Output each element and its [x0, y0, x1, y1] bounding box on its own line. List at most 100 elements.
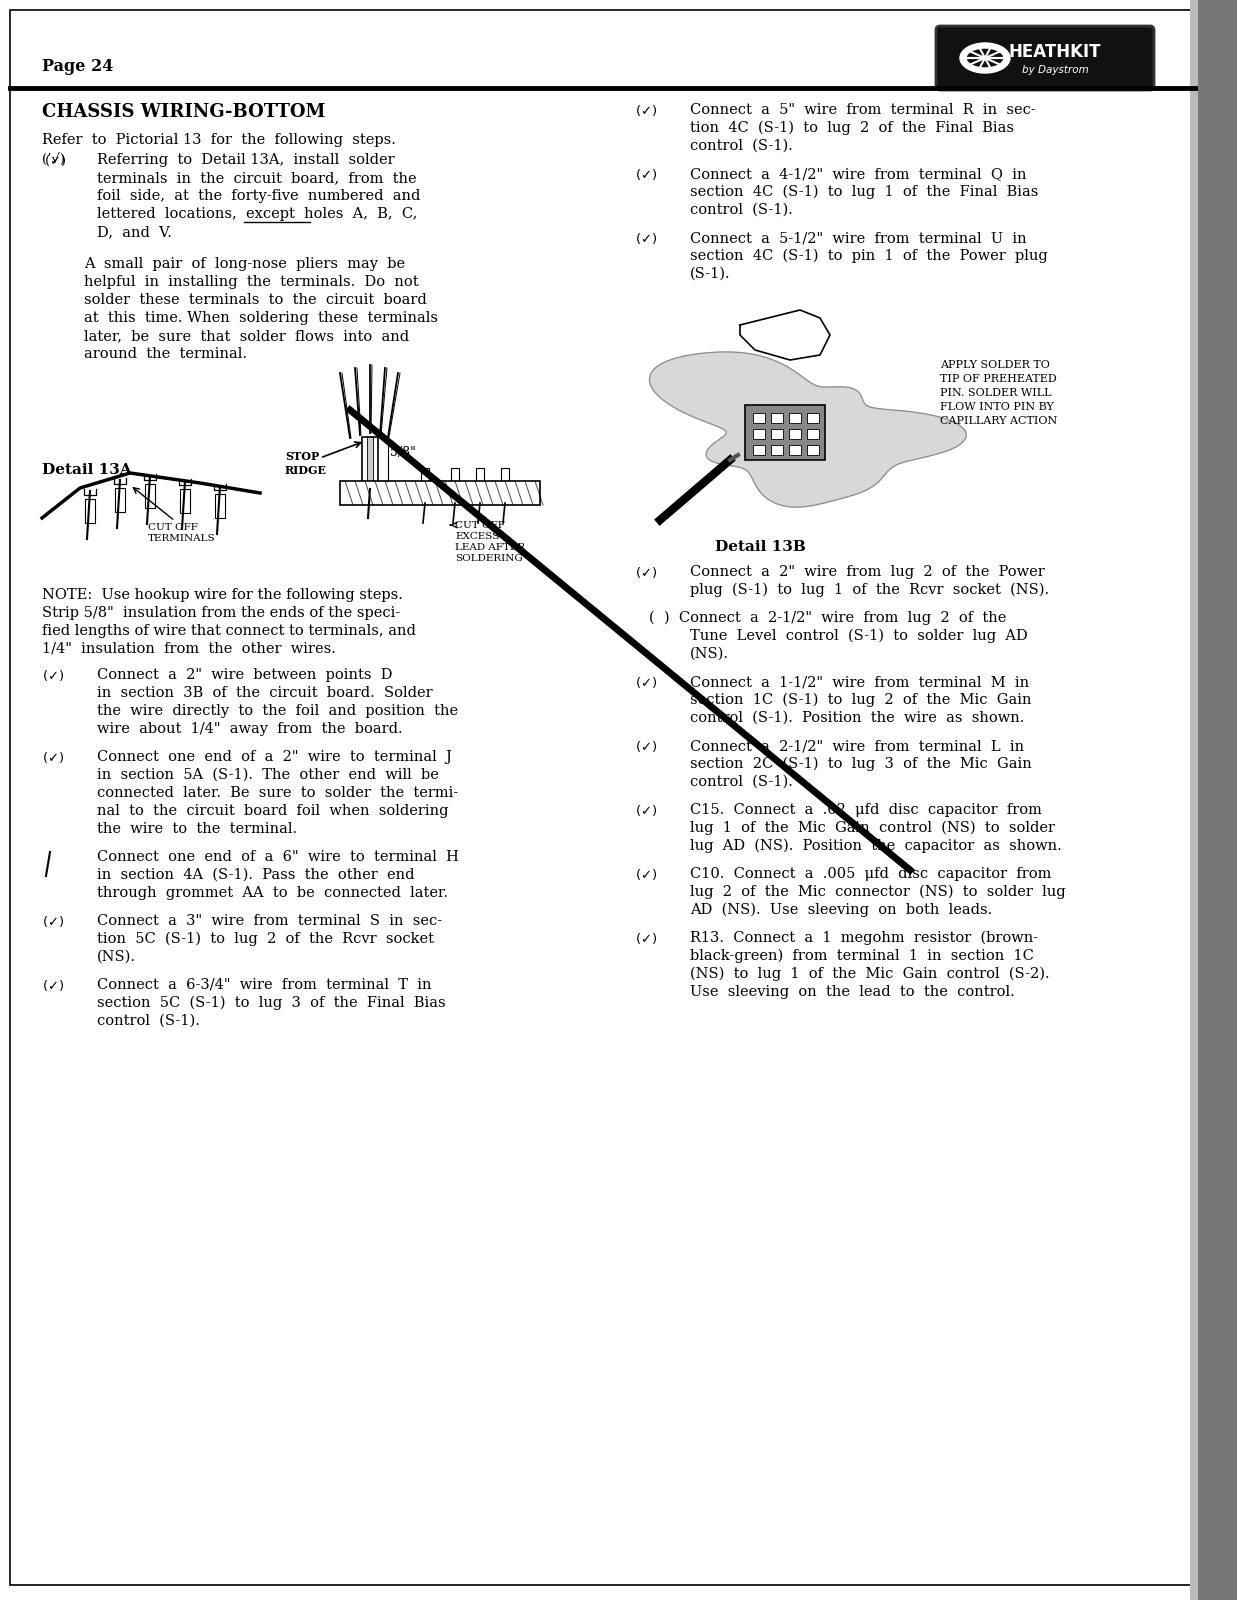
Bar [452, 467, 459, 502]
Text: section  4C  (S-1)  to  lug  1  of  the  Final  Bias: section 4C (S-1) to lug 1 of the Final B… [690, 186, 1038, 200]
Text: $(\checkmark)$: $(\checkmark)$ [635, 675, 657, 690]
Bar [753, 429, 764, 438]
Text: in  section  3B  of  the  circuit  board.  Solder: in section 3B of the circuit board. Sold… [96, 686, 433, 701]
Text: CUT OFF
EXCESS
LEAD AFTER
SOLDERING: CUT OFF EXCESS LEAD AFTER SOLDERING [455, 522, 526, 563]
Text: solder  these  terminals  to  the  circuit  board: solder these terminals to the circuit bo… [84, 293, 427, 307]
Bar [771, 445, 783, 454]
Bar [1196, 0, 1237, 1600]
Text: Use  sleeving  on  the  lead  to  the  control.: Use sleeving on the lead to the control. [690, 986, 1014, 998]
Text: section  5C  (S-1)  to  lug  3  of  the  Final  Bias: section 5C (S-1) to lug 3 of the Final B… [96, 995, 445, 1010]
Text: the  wire  to  the  terminal.: the wire to the terminal. [96, 822, 297, 835]
Polygon shape [740, 310, 830, 360]
Text: helpful  in  installing  the  terminals.  Do  not: helpful in installing the terminals. Do … [84, 275, 418, 290]
Text: Detail 13A: Detail 13A [42, 462, 132, 477]
Bar [789, 429, 802, 438]
Text: section  1C  (S-1)  to  lug  2  of  the  Mic  Gain: section 1C (S-1) to lug 2 of the Mic Gai… [690, 693, 1032, 707]
Text: control  (S-1).: control (S-1). [96, 1014, 200, 1029]
Text: $(\checkmark)$: $(\checkmark)$ [635, 565, 657, 579]
Text: (NS)  to  lug  1  of  the  Mic  Gain  control  (S-2).: (NS) to lug 1 of the Mic Gain control (S… [690, 966, 1050, 981]
Text: Connect  a  2"  wire  between  points  D: Connect a 2" wire between points D [96, 669, 392, 682]
Text: lug  1  of  the  Mic  Gain  control  (NS)  to  solder: lug 1 of the Mic Gain control (NS) to so… [690, 821, 1055, 835]
Text: lettered  locations,  except  holes  A,  B,  C,: lettered locations, except holes A, B, C… [96, 206, 417, 221]
Text: nal  to  the  circuit  board  foil  when  soldering: nal to the circuit board foil when solde… [96, 803, 449, 818]
Text: Strip 5/8"  insulation from the ends of the speci-: Strip 5/8" insulation from the ends of t… [42, 606, 401, 619]
Text: connected  later.  Be  sure  to  solder  the  termi-: connected later. Be sure to solder the t… [96, 786, 458, 800]
Text: fied lengths of wire that connect to terminals, and: fied lengths of wire that connect to ter… [42, 624, 416, 638]
Bar [476, 467, 484, 502]
Text: D,  and  V.: D, and V. [96, 226, 172, 238]
Text: $(\checkmark)$: $(\checkmark)$ [42, 669, 64, 683]
Text: control  (S-1).: control (S-1). [690, 139, 793, 154]
Ellipse shape [960, 43, 1009, 74]
Bar [807, 413, 819, 422]
Text: $(\checkmark)$: $(\checkmark)$ [635, 867, 657, 882]
Text: tion  5C  (S-1)  to  lug  2  of  the  Rcvr  socket: tion 5C (S-1) to lug 2 of the Rcvr socke… [96, 931, 434, 946]
Text: $(\checkmark)$: $(\checkmark)$ [635, 166, 657, 182]
Text: later,  be  sure  that  solder  flows  into  and: later, be sure that solder flows into an… [84, 330, 409, 342]
Text: $(\checkmark)$: $(\checkmark)$ [42, 750, 64, 765]
Text: CUT OFF
TERMINALS: CUT OFF TERMINALS [148, 523, 215, 542]
Text: control  (S-1).  Position  the  wire  as  shown.: control (S-1). Position the wire as show… [690, 710, 1024, 725]
Bar [181, 490, 190, 514]
Text: Detail 13B: Detail 13B [715, 541, 805, 554]
Text: Connect  a  1-1/2"  wire  from  terminal  M  in: Connect a 1-1/2" wire from terminal M in [690, 675, 1029, 690]
Text: (NS).: (NS). [96, 950, 136, 963]
Text: CHASSIS WIRING-BOTTOM: CHASSIS WIRING-BOTTOM [42, 102, 325, 122]
Polygon shape [649, 352, 966, 507]
Bar [807, 429, 819, 438]
Bar [362, 437, 379, 490]
Text: R13.  Connect  a  1  megohm  resistor  (brown-: R13. Connect a 1 megohm resistor (brown- [690, 931, 1038, 946]
Text: A  small  pair  of  long-nose  pliers  may  be: A small pair of long-nose pliers may be [84, 258, 406, 270]
Bar [789, 413, 802, 422]
Text: wire  about  1/4"  away  from  the  board.: wire about 1/4" away from the board. [96, 722, 402, 736]
Bar [145, 483, 155, 509]
Bar [771, 429, 783, 438]
Text: $(\checkmark)$: $(\checkmark)$ [635, 739, 657, 754]
Text: control  (S-1).: control (S-1). [690, 203, 793, 218]
Bar [745, 405, 825, 461]
Text: Tune  Level  control  (S-1)  to  solder  lug  AD: Tune Level control (S-1) to solder lug A… [690, 629, 1028, 643]
Text: through  grommet  AA  to  be  connected  later.: through grommet AA to be connected later… [96, 886, 448, 899]
Text: C15.  Connect  a  .02  μfd  disc  capacitor  from: C15. Connect a .02 μfd disc capacitor fr… [690, 803, 1042, 818]
Text: Connect  a  6-3/4"  wire  from  terminal  T  in: Connect a 6-3/4" wire from terminal T in [96, 978, 432, 992]
Text: HEATHKIT: HEATHKIT [1008, 43, 1101, 61]
Text: section  2C  (S-1)  to  lug  3  of  the  Mic  Gain: section 2C (S-1) to lug 3 of the Mic Gai… [690, 757, 1032, 771]
Text: Connect  a  5-1/2"  wire  from  terminal  U  in: Connect a 5-1/2" wire from terminal U in [690, 230, 1027, 245]
Text: in  section  4A  (S-1).  Pass  the  other  end: in section 4A (S-1). Pass the other end [96, 867, 414, 882]
Bar [789, 445, 802, 454]
Text: around  the  terminal.: around the terminal. [84, 347, 247, 362]
Text: Connect  a  4-1/2"  wire  from  terminal  Q  in: Connect a 4-1/2" wire from terminal Q in [690, 166, 1027, 181]
Text: $(\checkmark)$: $(\checkmark)$ [635, 102, 657, 118]
Bar [771, 413, 783, 422]
Text: Connect  a  2"  wire  from  lug  2  of  the  Power: Connect a 2" wire from lug 2 of the Powe… [690, 565, 1045, 579]
Text: by Daystrom: by Daystrom [1022, 66, 1089, 75]
Text: Connect  a  3"  wire  from  terminal  S  in  sec-: Connect a 3" wire from terminal S in sec… [96, 914, 442, 928]
Text: $(\checkmark)$: $(\checkmark)$ [635, 931, 657, 946]
Text: Referring  to  Detail 13A,  install  solder: Referring to Detail 13A, install solder [96, 154, 395, 166]
Bar [115, 488, 125, 512]
Bar [85, 499, 95, 523]
Text: Connect  one  end  of  a  6"  wire  to  terminal  H: Connect one end of a 6" wire to terminal… [96, 850, 459, 864]
Bar [807, 445, 819, 454]
FancyBboxPatch shape [936, 26, 1154, 90]
Text: AD  (NS).  Use  sleeving  on  both  leads.: AD (NS). Use sleeving on both leads. [690, 902, 992, 917]
Text: section  4C  (S-1)  to  pin  1  of  the  Power  plug: section 4C (S-1) to pin 1 of the Power p… [690, 250, 1048, 264]
Text: $(\checkmark)$: $(\checkmark)$ [42, 978, 64, 994]
Text: plug  (S-1)  to  lug  1  of  the  Rcvr  socket  (NS).: plug (S-1) to lug 1 of the Rcvr socket (… [690, 582, 1049, 597]
Ellipse shape [966, 48, 1004, 67]
Text: black-green)  from  terminal  1  in  section  1C: black-green) from terminal 1 in section … [690, 949, 1034, 963]
Text: 1/4"  insulation  from  the  other  wires.: 1/4" insulation from the other wires. [42, 642, 336, 656]
Text: APPLY SOLDER TO
TIP OF PREHEATED
PIN. SOLDER WILL
FLOW INTO PIN BY
CAPILLARY ACT: APPLY SOLDER TO TIP OF PREHEATED PIN. SO… [940, 360, 1058, 426]
Bar [753, 445, 764, 454]
Text: Connect  a  2-1/2"  wire  from  terminal  L  in: Connect a 2-1/2" wire from terminal L in [690, 739, 1024, 754]
Bar [501, 467, 508, 502]
Bar [215, 494, 225, 518]
Text: $(\checkmark)$: $(\checkmark)$ [45, 154, 67, 168]
Text: tion  4C  (S-1)  to  lug  2  of  the  Final  Bias: tion 4C (S-1) to lug 2 of the Final Bias [690, 122, 1014, 136]
Text: NOTE:  Use hookup wire for the following steps.: NOTE: Use hookup wire for the following … [42, 587, 403, 602]
Text: foil  side,  at  the  forty-five  numbered  and: foil side, at the forty-five numbered an… [96, 189, 421, 203]
Text: lug  2  of  the  Mic  connector  (NS)  to  solder  lug: lug 2 of the Mic connector (NS) to solde… [690, 885, 1065, 899]
Text: control  (S-1).: control (S-1). [690, 774, 793, 789]
Text: terminals  in  the  circuit  board,  from  the: terminals in the circuit board, from the [96, 171, 417, 186]
Bar [367, 437, 374, 490]
